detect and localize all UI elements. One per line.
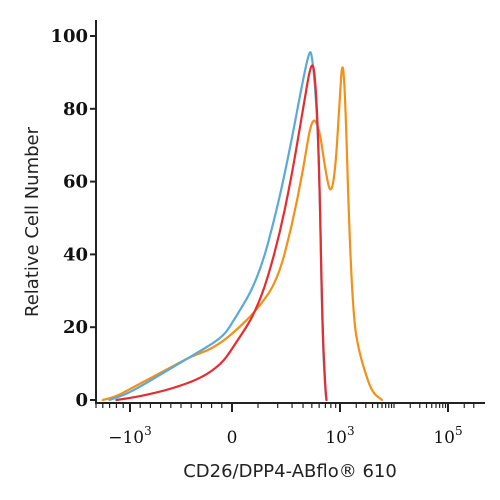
series-line-red	[115, 64, 328, 402]
series-layer	[101, 51, 384, 402]
y-tick-label: 0	[75, 390, 88, 411]
x-tick-label: 0	[227, 428, 238, 448]
y-tick-label: 100	[50, 26, 88, 47]
x-tick-label: 105	[433, 424, 462, 448]
x-tick-label: −103	[108, 424, 152, 448]
axes-layer: 0 20 40 60 80 100 −103 0 103 105	[50, 20, 485, 448]
y-axis-label: Relative Cell Number	[22, 126, 43, 317]
x-axis-label: CD26/DPP4-ABflo® 610	[183, 461, 397, 482]
y-tick-label: 80	[63, 99, 88, 120]
y-tick-label: 20	[63, 317, 88, 338]
y-tick-label: 60	[63, 172, 88, 193]
y-tick-label: 40	[63, 244, 88, 265]
x-tick-label: 103	[325, 424, 354, 448]
